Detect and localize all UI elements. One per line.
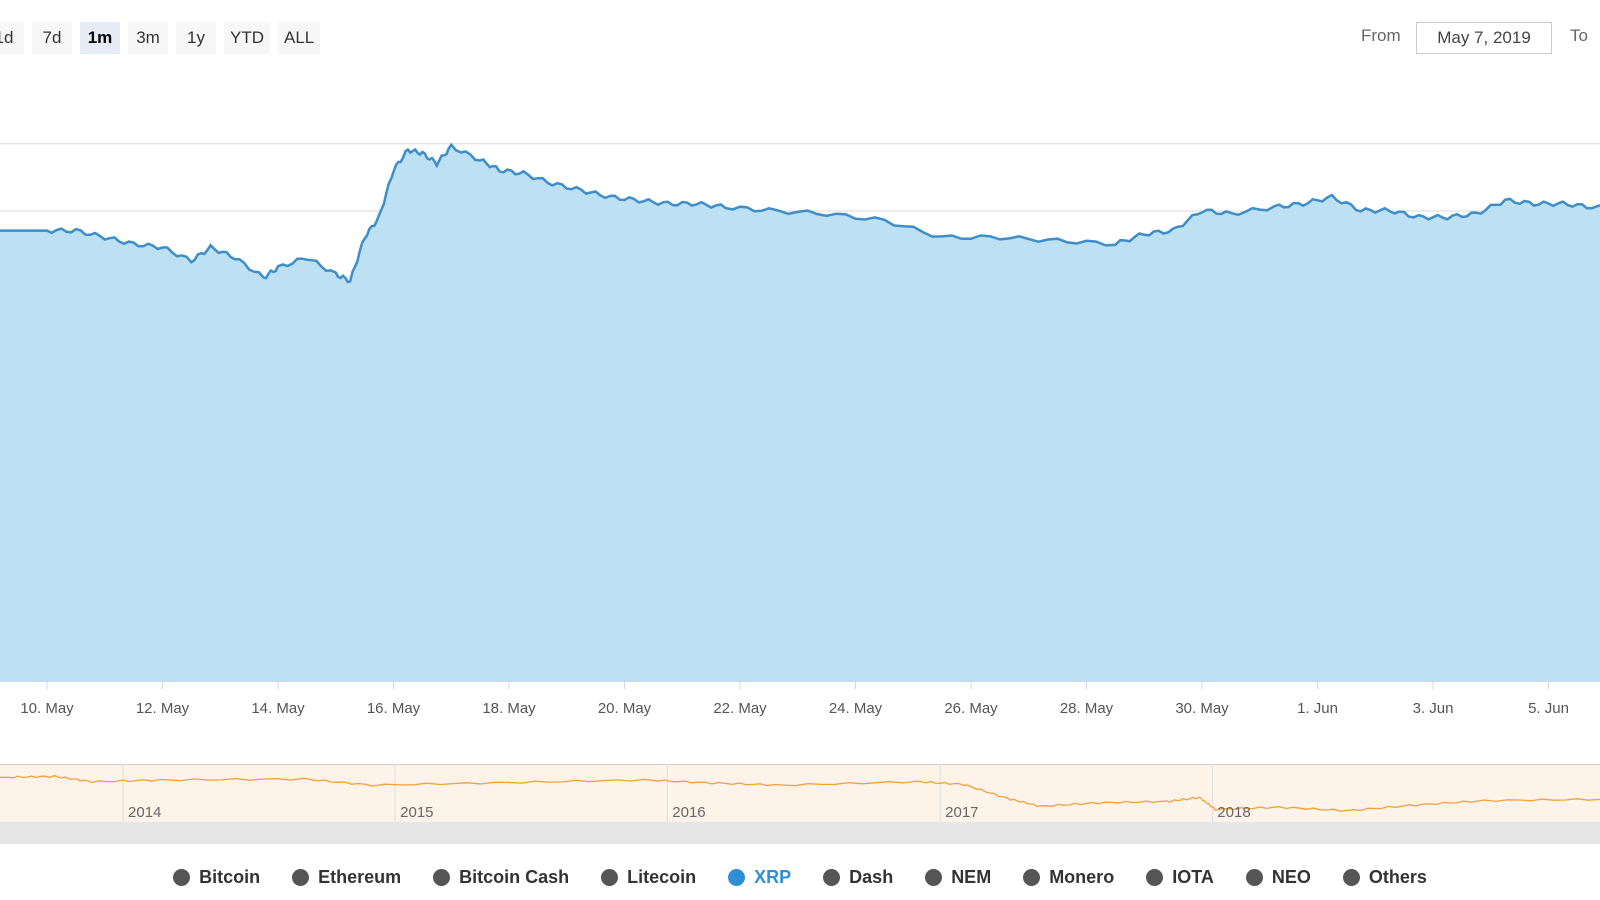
x-tick-label: 26. May	[944, 700, 998, 717]
legend-dot-icon	[728, 868, 746, 886]
legend-dot-icon	[601, 868, 619, 886]
x-tick-label: 14. May	[251, 700, 305, 717]
price-chart: 10. May 12. May 14. May 16. May 18. May 20. M…	[0, 142, 1600, 717]
navigator-line	[0, 774, 1600, 812]
legend-item-others[interactable]: Others	[1342, 862, 1427, 892]
navigator-selected-range	[0, 764, 1600, 822]
legend-label: NEO	[1271, 866, 1311, 887]
legend-dot-icon	[925, 868, 943, 886]
legend-label: IOTA	[1172, 866, 1214, 887]
from-label: From	[1361, 26, 1401, 45]
navigator-year-label: 2018	[1217, 804, 1250, 821]
legend-dot-icon	[1342, 868, 1360, 886]
x-tick-label: 3. Jun	[1413, 700, 1454, 717]
x-tick-label: 5. Jun	[1528, 700, 1569, 717]
legend-dot-icon	[1023, 868, 1041, 886]
legend-dot-icon	[292, 868, 310, 886]
legend-label: Monero	[1049, 866, 1115, 887]
xrp-area	[0, 144, 1600, 681]
x-tick-label: 22. May	[713, 700, 767, 717]
navigator-scrollbar[interactable]	[0, 822, 1600, 844]
x-tick-label: 12. May	[136, 700, 190, 717]
legend-item-monero[interactable]: Monero	[1023, 862, 1114, 892]
legend-item-bitcoin-cash[interactable]: Bitcoin Cash	[433, 862, 569, 892]
range-button-3m[interactable]: 3m	[128, 22, 168, 54]
x-axis: 10. May 12. May 14. May 16. May 18. May 20. M…	[0, 681, 1600, 717]
legend-item-ethereum[interactable]: Ethereum	[292, 862, 401, 892]
navigator-gridlines	[122, 764, 1213, 822]
chart-legend: Bitcoin Ethereum Bitcoin Cash Litecoin XRP Da…	[0, 862, 1600, 892]
navigator[interactable]: 2014 2015 2016 2017 2018	[0, 764, 1600, 822]
to-label: To	[1570, 26, 1588, 45]
navigator-axis: 2014 2015 2016 2017 2018	[128, 804, 1251, 821]
legend-item-iota[interactable]: IOTA	[1146, 862, 1214, 892]
navigator-year-label: 2017	[945, 804, 978, 821]
range-button-all[interactable]: ALL	[278, 22, 321, 54]
x-tick-label: 18. May	[482, 700, 536, 717]
legend-label: Ethereum	[318, 866, 402, 887]
legend-item-litecoin[interactable]: Litecoin	[601, 862, 696, 892]
legend-dot-icon	[1146, 868, 1164, 886]
navigator-year-label: 2015	[400, 804, 433, 821]
x-tick-label: 20. May	[598, 700, 652, 717]
range-button-7d[interactable]: 7d	[32, 22, 72, 54]
legend-dot-icon	[173, 868, 191, 886]
xrp-line	[0, 142, 1600, 284]
navigator-year-label: 2016	[672, 804, 705, 821]
x-tick-label: 28. May	[1060, 700, 1114, 717]
range-button-ytd[interactable]: YTD	[224, 22, 270, 54]
legend-label: NEM	[951, 866, 992, 887]
legend-item-xrp[interactable]: XRP	[728, 862, 791, 892]
range-button-1d[interactable]: 1d	[0, 22, 24, 54]
x-tick-label: 1. Jun	[1297, 700, 1338, 717]
range-selector: 1d7d1m3m1yYTDALL	[0, 22, 321, 54]
x-tick-label: 30. May	[1175, 700, 1229, 717]
legend-item-nem[interactable]: NEM	[925, 862, 991, 892]
legend-item-neo[interactable]: NEO	[1245, 862, 1311, 892]
legend-item-dash[interactable]: Dash	[823, 862, 893, 892]
legend-dot-icon	[823, 868, 841, 886]
x-tick-label: 24. May	[829, 700, 883, 717]
legend-dot-icon	[433, 868, 451, 886]
legend-label: Litecoin	[627, 866, 697, 887]
chart-toolbar: 1d7d1m3m1yYTDALL From May 7, 2019 To	[0, 0, 1600, 76]
x-tick-label: 10. May	[20, 700, 74, 717]
range-button-1m[interactable]: 1m	[80, 22, 120, 54]
legend-label: Others	[1368, 866, 1427, 887]
legend-label: XRP	[754, 866, 792, 887]
legend-label: Bitcoin Cash	[459, 866, 570, 887]
from-date-input[interactable]: May 7, 2019	[1416, 22, 1552, 54]
legend-item-bitcoin[interactable]: Bitcoin	[173, 862, 260, 892]
navigator-year-label: 2014	[128, 804, 161, 821]
legend-label: Bitcoin	[199, 866, 261, 887]
legend-dot-icon	[1245, 868, 1263, 886]
range-button-1y[interactable]: 1y	[176, 22, 216, 54]
legend-label: Dash	[849, 866, 894, 887]
x-tick-label: 16. May	[367, 700, 421, 717]
